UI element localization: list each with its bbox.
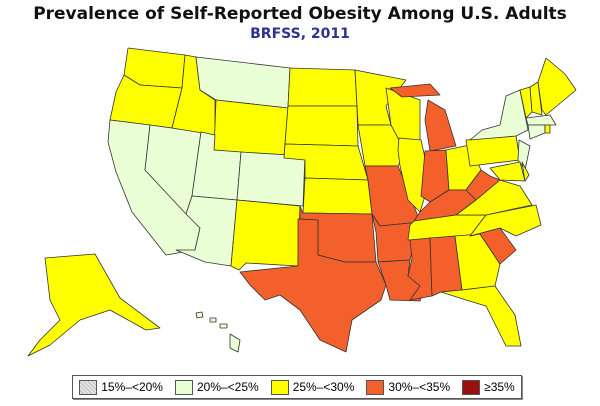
legend-label: ≥35% <box>484 380 515 394</box>
state-shape <box>230 199 301 271</box>
state-shape <box>302 177 373 215</box>
state-shape <box>465 169 501 201</box>
state-ma <box>525 114 557 126</box>
state-wy <box>213 99 289 157</box>
state-mi <box>389 83 457 152</box>
state-de <box>521 161 530 182</box>
state-fl <box>440 285 522 347</box>
state-shape <box>544 124 551 134</box>
legend-label: 25%–<30% <box>292 380 355 394</box>
state-nd <box>287 67 358 107</box>
legend-item: 20%–<25% <box>174 379 259 395</box>
state-shape <box>195 311 204 319</box>
legend-swatch <box>366 379 385 395</box>
legend-swatch <box>174 379 193 395</box>
legend: 15%–<20% 20%–<25% 25%–<30% 30%–<35% ≥35% <box>72 375 522 399</box>
state-shape <box>537 57 577 116</box>
state-shape <box>527 124 546 140</box>
state-ak <box>27 253 161 357</box>
legend-label: 30%–<35% <box>388 380 451 394</box>
state-ct <box>527 124 546 140</box>
legend-swatch <box>79 379 98 395</box>
state-shape <box>521 161 530 182</box>
state-ny <box>469 89 529 141</box>
state-sd <box>284 105 359 147</box>
map-title: Prevalence of Self-Reported Obesity Amon… <box>33 4 567 24</box>
state-shape <box>213 99 289 157</box>
state-me <box>537 57 577 116</box>
state-co <box>236 151 306 207</box>
state-shape <box>236 151 306 207</box>
state-shape <box>284 105 359 147</box>
legend-label: 20%–<25% <box>196 380 259 394</box>
state-shape <box>389 83 441 98</box>
legend-item: 15%–<20% <box>79 379 163 395</box>
state-nm <box>230 199 301 271</box>
state-pa <box>465 135 521 167</box>
state-shape <box>27 253 161 357</box>
state-ks <box>302 177 373 215</box>
state-shape <box>229 333 241 353</box>
state-wv <box>465 169 501 201</box>
map-subtitle: BRFSS, 2011 <box>250 26 350 42</box>
state-ri <box>544 124 551 134</box>
state-shape <box>469 89 529 141</box>
legend-label: 15%–<20% <box>101 380 163 394</box>
legend-item: 25%–<30% <box>270 379 355 395</box>
legend-item: ≥35% <box>462 379 515 395</box>
state-tx <box>239 218 387 353</box>
legend-swatch <box>270 379 289 395</box>
legend-swatch <box>462 379 481 395</box>
state-shape <box>465 135 521 167</box>
state-shape <box>219 323 228 329</box>
state-shape <box>239 218 387 353</box>
legend-item: 30%–<35% <box>366 379 451 395</box>
state-shape <box>209 317 217 323</box>
state-shape <box>525 114 557 126</box>
state-shape <box>440 285 522 347</box>
state-hi <box>195 311 241 353</box>
state-shape <box>287 67 358 107</box>
state-shape <box>424 99 457 152</box>
